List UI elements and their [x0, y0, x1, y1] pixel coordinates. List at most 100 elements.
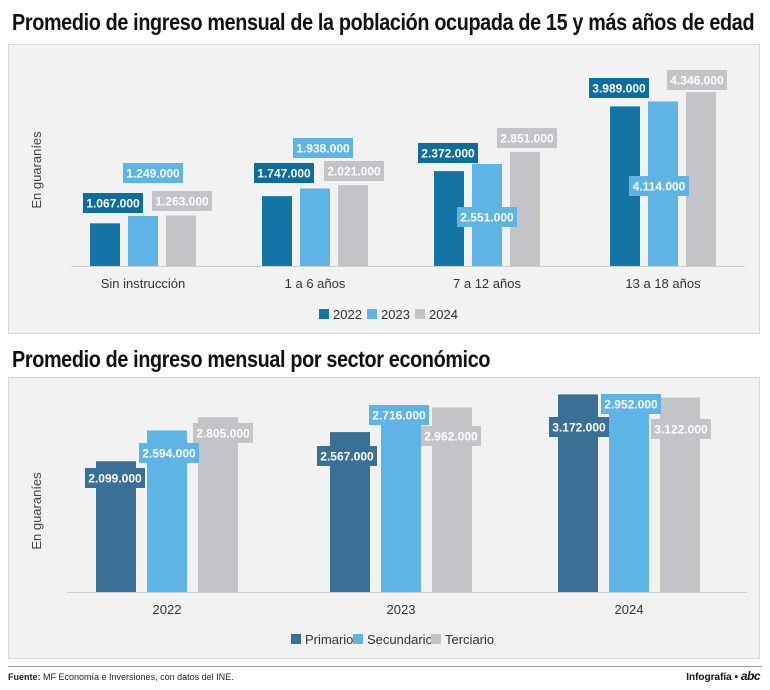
data-label-box-2024-7-a-12-anos: [497, 128, 557, 148]
data-label-2024-sin-instruccion: 1.263.000: [152, 191, 212, 211]
data-label-box-primario-2023: [317, 446, 377, 466]
data-label-box-2024-1-a-6-anos: [324, 161, 384, 181]
legend-swatch-secundario: [353, 634, 363, 644]
data-label-box-2024-sin-instruccion: [152, 191, 212, 211]
footer-source: Fuente: MF Economía e Inversiones, con d…: [8, 672, 234, 682]
data-label-terciario-2024: 3.122.000: [651, 419, 711, 439]
footer-source-label: Fuente:: [8, 672, 41, 682]
data-label-box-primario-2022: [85, 468, 145, 488]
legend-label-2023: 2023: [381, 307, 410, 322]
tick-label-13-a-18-anos: 13 a 18 años: [625, 276, 701, 291]
bar-terciario-2022: [198, 417, 238, 592]
data-label-primario-2024: 3.172.000: [549, 417, 609, 437]
data-label-text-secundario-2022: 2.594.000: [142, 447, 196, 461]
bar-2024-13-a-18-anos: [686, 92, 716, 266]
legend-label-secundario: Secundario: [367, 632, 433, 647]
data-label-2023-sin-instruccion: 1.249.000: [123, 163, 183, 183]
legend-swatch-2022: [319, 309, 329, 319]
bar-2023-sin-instruccion: [128, 216, 158, 266]
data-label-text-primario-2023: 2.567.000: [320, 450, 374, 464]
data-label-2022-7-a-12-anos: 2.372.000: [418, 143, 478, 163]
bar-2024-sin-instruccion: [166, 215, 196, 266]
y-axis-label: En guaraníes: [29, 131, 44, 209]
data-label-terciario-2023: 2.962.000: [421, 426, 481, 446]
chart-1-svg: En guaraníes Sin instrucción 1 a 6 años 7 a…: [29, 70, 745, 322]
data-label-text-2023-1-a-6-anos: 1.938.000: [296, 142, 350, 156]
footer-rule: [8, 666, 762, 667]
data-label-text-terciario-2023: 2.962.000: [424, 430, 478, 444]
chart-1-panel: En guaraníes Sin instrucción 1 a 6 años 7 a…: [8, 44, 760, 334]
data-label-2023-13-a-18-anos: 4.114.000: [629, 176, 689, 196]
data-label-secundario-2022: 2.594.000: [139, 443, 199, 463]
data-label-text-2023-13-a-18-anos: 4.114.000: [633, 180, 686, 194]
data-label-box-secundario-2024: [601, 394, 661, 414]
tick-label-2023: 2023: [387, 602, 416, 617]
legend-label-terciario: Terciario: [445, 632, 494, 647]
chart-2-svg: En guaraníes 2022 2023 2024 2.099.0002.594.0…: [29, 394, 747, 647]
legend-swatch-terciario: [431, 634, 441, 644]
data-label-primario-2023: 2.567.000: [317, 446, 377, 466]
data-label-2023-1-a-6-anos: 1.938.000: [293, 138, 353, 158]
data-label-text-2022-sin-instruccion: 1.067.000: [86, 197, 140, 211]
data-label-primario-2022: 2.099.000: [85, 468, 145, 488]
data-label-box-2023-1-a-6-anos: [293, 138, 353, 158]
data-label-box-terciario-2022: [193, 423, 253, 443]
data-label-box-2022-sin-instruccion: [83, 193, 143, 213]
data-label-text-2024-sin-instruccion: 1.263.000: [155, 195, 209, 209]
data-label-box-2022-1-a-6-anos: [254, 163, 314, 183]
data-label-box-secundario-2023: [369, 405, 429, 425]
chart-2-title: Promedio de ingreso mensual por sector e…: [12, 346, 491, 372]
data-label-box-2023-13-a-18-anos: [629, 176, 689, 196]
data-label-box-2023-sin-instruccion: [123, 163, 183, 183]
data-label-2022-13-a-18-anos: 3.989.000: [589, 78, 649, 98]
data-label-text-primario-2024: 3.172.000: [552, 421, 606, 435]
legend-swatch-2024: [415, 309, 425, 319]
tick-label-1-a-6-anos: 1 a 6 años: [285, 276, 346, 291]
data-label-box-secundario-2022: [139, 443, 199, 463]
legend-label-primario: Primario: [305, 632, 353, 647]
chart-1-title: Promedio de ingreso mensual de la poblac…: [12, 9, 755, 35]
bar-secundario-2023: [381, 422, 421, 592]
data-label-text-primario-2022: 2.099.000: [88, 472, 142, 486]
data-label-text-2022-7-a-12-anos: 2.372.000: [421, 147, 475, 161]
data-label-text-2024-7-a-12-anos: 2.851.000: [500, 132, 554, 146]
data-label-box-2022-13-a-18-anos: [589, 78, 649, 98]
chart-2-panel: En guaraníes 2022 2023 2024 2.099.000 2.594.0…: [8, 377, 760, 659]
data-label-text-2022-13-a-18-anos: 3.989.000: [592, 82, 646, 96]
data-label-box-terciario-2024: [651, 419, 711, 439]
bar-2022-sin-instruccion: [90, 223, 120, 266]
data-label-text-2024-1-a-6-anos: 2.021.000: [327, 165, 381, 179]
tick-label-2022: 2022: [153, 602, 182, 617]
data-label-box-terciario-2023: [421, 426, 481, 446]
data-label-text-secundario-2023: 2.716.000: [372, 409, 426, 423]
legend-swatch-primario: [291, 634, 301, 644]
data-label-2022-1-a-6-anos: 1.747.000: [254, 163, 314, 183]
data-label-box-primario-2024: [549, 417, 609, 437]
data-label-2024-1-a-6-anos: 2.021.000: [324, 161, 384, 181]
data-label-2022-sin-instruccion: 1.067.000: [83, 193, 143, 213]
data-label-secundario-2024: 2.952.000: [601, 394, 661, 414]
tick-label-7-a-12-anos: 7 a 12 años: [453, 276, 521, 291]
tick-label-2024: 2024: [615, 602, 644, 617]
bar-2023-1-a-6-anos: [300, 188, 330, 266]
data-label-secundario-2023: 2.716.000: [369, 405, 429, 425]
data-label-terciario-2022: 2.805.000: [193, 423, 253, 443]
data-label-text-2023-7-a-12-anos: 2.551.000: [460, 211, 514, 225]
tick-label-sin-instruccion: Sin instrucción: [101, 276, 186, 291]
data-label-box-2024-13-a-18-anos: [667, 70, 727, 90]
bar-2024-1-a-6-anos: [338, 185, 368, 266]
bar-2022-1-a-6-anos: [262, 196, 292, 266]
bar-secundario-2024: [609, 408, 649, 592]
data-label-2024-13-a-18-anos: 4.346.000: [667, 70, 727, 90]
data-label-text-terciario-2024: 3.122.000: [654, 423, 708, 437]
abc-logo-icon: abc: [740, 669, 761, 683]
legend-label-2024: 2024: [429, 307, 458, 322]
data-label-text-terciario-2022: 2.805.000: [196, 427, 250, 441]
legend-label-2022: 2022: [333, 307, 362, 322]
data-label-text-2022-1-a-6-anos: 1.747.000: [257, 167, 311, 181]
legend-swatch-2023: [367, 309, 377, 319]
footer-source-text: MF Economía e Inversiones, con datos del…: [43, 672, 234, 682]
footer-credit: Infografía • abc: [686, 669, 760, 683]
data-label-text-2023-sin-instruccion: 1.249.000: [126, 167, 180, 181]
data-label-box-2023-7-a-12-anos: [457, 207, 517, 227]
